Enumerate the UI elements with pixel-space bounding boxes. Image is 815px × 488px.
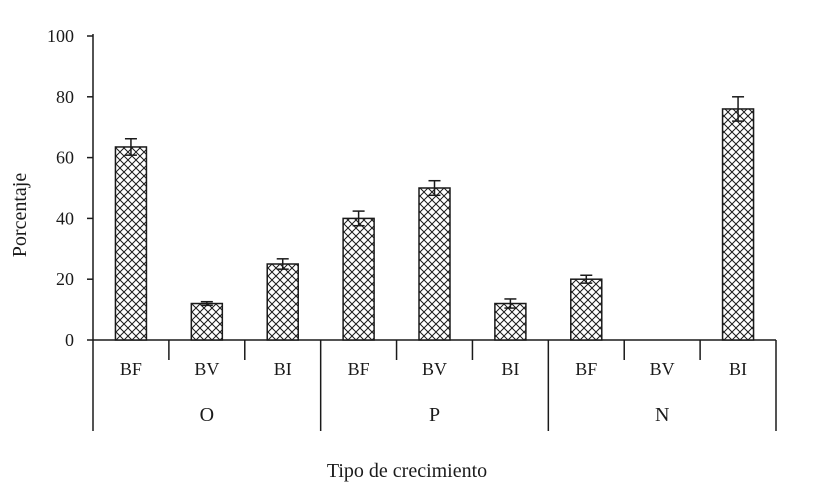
category-label: BF bbox=[120, 359, 142, 379]
category-label: BI bbox=[274, 359, 292, 379]
bar bbox=[494, 302, 527, 341]
category-label: BI bbox=[501, 359, 519, 379]
group-label: O bbox=[200, 404, 214, 426]
y-tick-label: 20 bbox=[56, 269, 74, 289]
group-label: P bbox=[429, 404, 440, 426]
bar bbox=[114, 146, 148, 341]
y-axis-title: Porcentaje bbox=[9, 173, 31, 258]
category-label: BI bbox=[729, 359, 747, 379]
y-tick-label: 80 bbox=[56, 87, 74, 107]
bar bbox=[190, 302, 224, 341]
y-tick-label: 100 bbox=[47, 26, 74, 46]
bar bbox=[342, 217, 375, 341]
category-label: BV bbox=[422, 359, 447, 379]
bar bbox=[266, 263, 299, 341]
group-label: N bbox=[655, 404, 669, 426]
bar bbox=[570, 278, 603, 341]
plot-area: 0 20 40 60 80 100 BF BV BI O BF BV BI P BF BV BI N bbox=[47, 26, 777, 431]
category-label: BF bbox=[575, 359, 597, 379]
category-label: BV bbox=[650, 359, 675, 379]
y-tick-label: 60 bbox=[56, 148, 74, 168]
y-tick-label: 0 bbox=[65, 330, 74, 350]
x-axis-title: Tipo de crecimiento bbox=[327, 460, 487, 482]
y-tick-label: 40 bbox=[56, 208, 74, 228]
bar bbox=[418, 187, 451, 341]
bar bbox=[721, 108, 755, 341]
category-label: BV bbox=[194, 359, 219, 379]
category-label: BF bbox=[348, 359, 370, 379]
